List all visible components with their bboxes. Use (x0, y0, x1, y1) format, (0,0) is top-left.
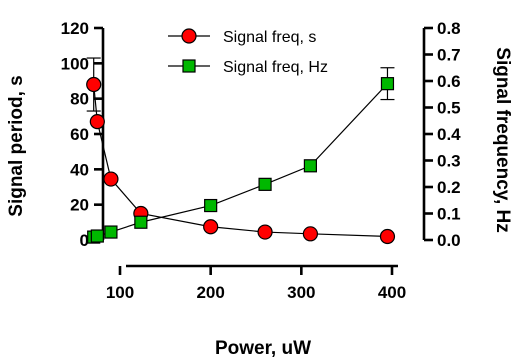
y2-tick-label: 0.3 (437, 152, 461, 171)
plot-area (86, 57, 396, 245)
data-point (103, 171, 119, 187)
y-tick-label: 40 (70, 160, 89, 179)
y-tick-label: 100 (61, 54, 89, 73)
y2-tick-label: 0.0 (437, 231, 461, 250)
y-tick-label: 120 (61, 19, 89, 38)
data-point (204, 198, 218, 213)
data-point (134, 215, 148, 229)
x-tick-label: 400 (378, 283, 406, 302)
legend-item-1: Signal freq, s (168, 28, 316, 46)
data-point (257, 224, 273, 240)
data-point (379, 228, 396, 245)
legend: Signal freq, s Signal freq, Hz (168, 28, 328, 76)
legend-item-2: Signal freq, Hz (168, 59, 328, 76)
y-tick-label: 0 (80, 231, 89, 250)
axes: 0 20 40 60 80 100 120 0.0 0.1 0.2 0.3 0.4 0.5 0.6 0.7 0… (61, 19, 462, 302)
y2-tick-label: 0.8 (437, 19, 461, 38)
data-point (90, 229, 104, 243)
series-1 (86, 57, 396, 245)
data-point (89, 114, 105, 130)
y2-tick-label: 0.7 (437, 46, 461, 65)
y2-tick-label: 0.5 (437, 99, 461, 118)
legend-label: Signal freq, s (223, 29, 316, 46)
y-axis-title: Signal period, s (6, 75, 27, 216)
data-point (203, 219, 219, 235)
y-tick-label: 80 (70, 90, 89, 109)
data-point (303, 159, 317, 173)
y-tick-label: 60 (70, 125, 89, 144)
y-tick-label: 20 (70, 196, 89, 215)
y2-tick-label: 0.6 (437, 72, 461, 91)
data-point (302, 226, 318, 242)
data-point (86, 76, 102, 93)
y2-tick-label: 0.4 (437, 125, 461, 144)
series-2 (87, 67, 395, 244)
legend-label: Signal freq, Hz (223, 59, 328, 76)
y2-axis-title: Signal frequency, Hz (492, 47, 513, 232)
data-point (104, 225, 118, 239)
legend-marker (182, 59, 196, 73)
y2-tick-label: 0.2 (437, 178, 461, 197)
x-tick-label: 300 (287, 283, 315, 302)
y2-tick-label: 0.1 (437, 205, 461, 224)
legend-marker (181, 28, 197, 44)
x-axis-title: Power, uW (215, 338, 311, 359)
x-tick-label: 200 (196, 283, 224, 302)
data-point (258, 177, 272, 191)
x-tick-label: 100 (106, 283, 134, 302)
data-point (380, 77, 395, 91)
